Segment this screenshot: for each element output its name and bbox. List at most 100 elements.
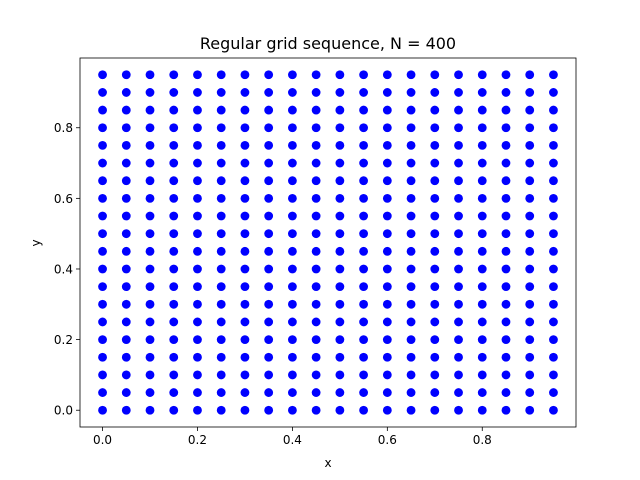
data-point-11-2: [359, 370, 368, 380]
data-point-11-11: [359, 211, 368, 221]
data-point-1-12: [121, 193, 131, 203]
data-point-8-3: [288, 352, 297, 362]
data-point-7-17: [264, 105, 274, 115]
data-point-13-19: [406, 70, 416, 80]
data-point-5-4: [216, 335, 226, 345]
data-point-3-17: [169, 105, 179, 115]
data-point-0-18: [98, 88, 107, 97]
data-point-7-11: [264, 211, 274, 221]
data-point-3-16: [169, 123, 179, 133]
data-point-1-14: [121, 158, 131, 168]
data-point-1-9: [121, 246, 131, 256]
data-point-5-7: [216, 282, 226, 292]
data-point-13-13: [406, 176, 416, 186]
data-point-14-3: [430, 352, 440, 362]
data-point-10-7: [335, 282, 345, 292]
data-point-6-17: [240, 105, 250, 115]
data-point-11-10: [359, 229, 368, 239]
data-point-6-2: [240, 370, 250, 380]
data-point-9-15: [311, 140, 321, 150]
data-point-3-0: [169, 405, 179, 415]
data-point-8-1: [288, 388, 297, 397]
data-point-14-8: [430, 264, 440, 274]
data-point-1-13: [121, 176, 131, 186]
data-point-4-6: [193, 299, 202, 309]
data-point-9-10: [311, 229, 321, 239]
data-point-2-8: [145, 264, 155, 274]
data-point-8-8: [288, 264, 297, 274]
data-point-13-16: [406, 123, 416, 133]
data-point-14-10: [430, 229, 440, 239]
data-point-2-1: [145, 388, 155, 397]
data-point-15-9: [454, 246, 463, 256]
data-point-2-15: [145, 140, 155, 150]
data-point-1-19: [121, 70, 131, 80]
data-point-13-17: [406, 105, 416, 115]
data-point-2-10: [145, 229, 155, 239]
data-point-8-12: [288, 193, 297, 203]
data-point-17-3: [501, 352, 511, 362]
x-tick-label-4: 0.8: [473, 433, 492, 447]
data-point-0-19: [98, 70, 107, 80]
x-tick-label-3: 0.6: [378, 433, 397, 447]
data-point-2-6: [145, 299, 155, 309]
x-tick-label-2: 0.4: [283, 433, 302, 447]
data-point-19-17: [549, 105, 558, 115]
data-point-5-8: [216, 264, 226, 274]
data-point-15-18: [454, 88, 463, 97]
data-point-19-7: [549, 282, 558, 292]
data-point-18-7: [525, 282, 535, 292]
data-point-3-6: [169, 299, 179, 309]
data-point-12-12: [382, 193, 392, 203]
data-point-15-17: [454, 105, 463, 115]
data-point-9-4: [311, 335, 321, 345]
data-point-11-6: [359, 299, 368, 309]
data-point-7-19: [264, 70, 274, 80]
data-point-4-0: [193, 405, 202, 415]
data-point-11-17: [359, 105, 368, 115]
data-point-0-7: [98, 282, 107, 292]
chart-title: Regular grid sequence, N = 400: [200, 34, 456, 53]
data-point-17-15: [501, 140, 511, 150]
data-point-17-0: [501, 405, 511, 415]
data-point-0-10: [98, 229, 107, 239]
data-point-8-7: [288, 282, 297, 292]
data-point-1-4: [121, 335, 131, 345]
data-point-7-5: [264, 317, 274, 327]
data-point-7-14: [264, 158, 274, 168]
data-point-5-15: [216, 140, 226, 150]
x-ticks: 0.0 0.2 0.4 0.6 0.8: [93, 427, 492, 447]
data-point-9-1: [311, 388, 321, 397]
data-point-5-5: [216, 317, 226, 327]
data-point-1-8: [121, 264, 131, 274]
data-point-12-3: [382, 352, 392, 362]
data-point-14-2: [430, 370, 440, 380]
x-axis-label: x: [324, 456, 331, 470]
data-point-6-15: [240, 140, 250, 150]
data-point-6-5: [240, 317, 250, 327]
data-point-19-18: [549, 88, 558, 97]
data-point-10-5: [335, 317, 345, 327]
data-point-11-4: [359, 335, 368, 345]
data-point-5-3: [216, 352, 226, 362]
data-point-5-10: [216, 229, 226, 239]
data-point-14-6: [430, 299, 440, 309]
data-point-7-3: [264, 352, 274, 362]
data-point-13-10: [406, 229, 416, 239]
data-point-9-16: [311, 123, 321, 133]
data-point-17-8: [501, 264, 511, 274]
data-point-0-5: [98, 317, 107, 327]
data-point-9-18: [311, 88, 321, 97]
data-point-18-11: [525, 211, 535, 221]
data-point-19-6: [549, 299, 558, 309]
data-point-18-12: [525, 193, 535, 203]
data-point-16-6: [477, 299, 487, 309]
data-point-2-2: [145, 370, 155, 380]
data-point-8-9: [288, 246, 297, 256]
data-point-17-6: [501, 299, 511, 309]
data-point-4-13: [193, 176, 202, 186]
data-point-14-5: [430, 317, 440, 327]
data-point-6-1: [240, 388, 250, 397]
data-point-9-9: [311, 246, 321, 256]
